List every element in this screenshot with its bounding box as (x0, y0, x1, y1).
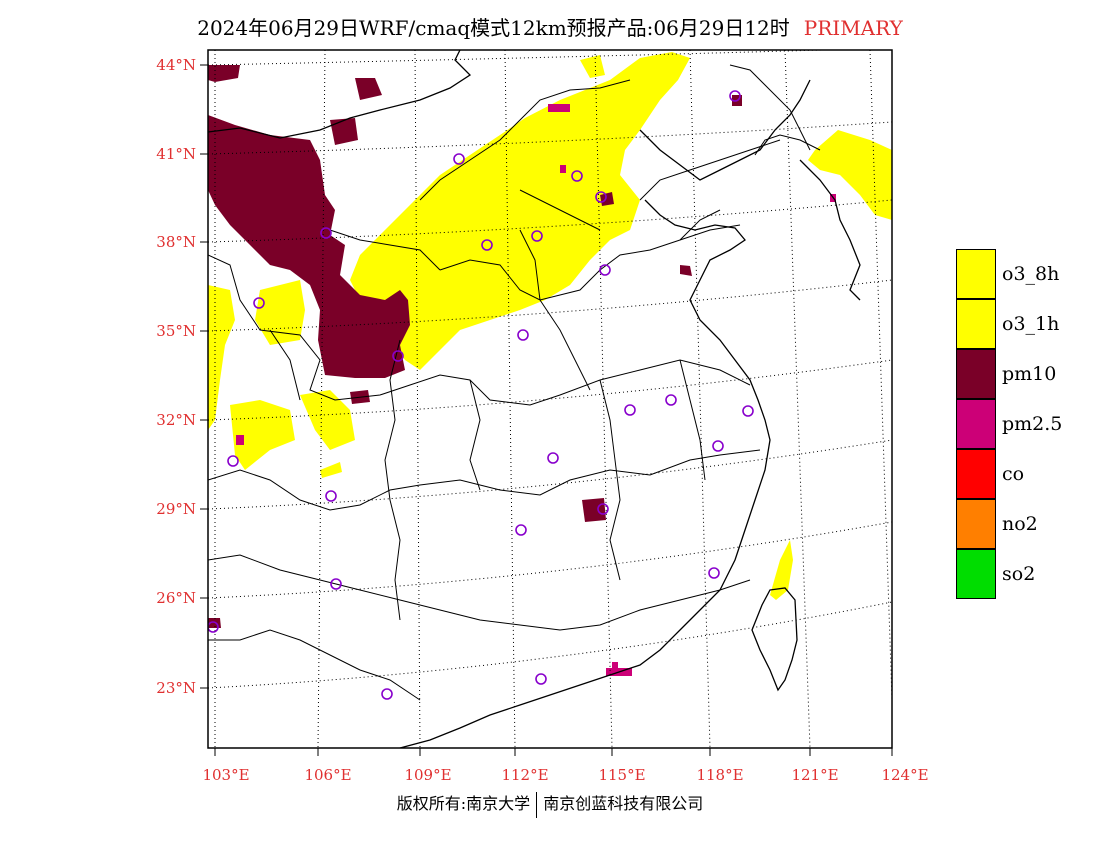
copyright-right: 南京创蓝科技有限公司 (543, 794, 704, 813)
pollutant-legend: o3_8h o3_1h pm10 pm2.5 co no2 so2 (956, 249, 1100, 599)
o3-region (208, 52, 892, 600)
lat-label: 35°N (156, 322, 196, 340)
legend-label: pm10 (1002, 363, 1057, 385)
legend-item: pm2.5 (956, 399, 1100, 449)
legend-swatch (956, 449, 996, 499)
footer-divider (536, 791, 538, 818)
lat-label: 26°N (156, 589, 196, 607)
lat-label: 32°N (156, 411, 196, 429)
graticule (208, 50, 892, 748)
province-borders (208, 64, 821, 701)
legend-label: no2 (1002, 513, 1038, 535)
lon-label: 115°E (598, 766, 645, 784)
legend-swatch (956, 399, 996, 449)
copyright-left: 版权所有:南京大学 (396, 794, 531, 813)
lon-label: 103°E (202, 766, 249, 784)
copyright-footer: 版权所有:南京大学 南京创蓝科技有限公司 (0, 790, 1100, 818)
city-markers (208, 90, 754, 700)
legend-item: so2 (956, 549, 1100, 599)
legend-item: no2 (956, 499, 1100, 549)
lat-label: 44°N (156, 56, 196, 74)
lon-label: 109°E (404, 766, 451, 784)
legend-swatch (956, 499, 996, 549)
legend-item: pm10 (956, 349, 1100, 399)
legend-item: o3_1h (956, 299, 1100, 349)
title-tag: PRIMARY (803, 16, 903, 40)
lon-label: 118°E (696, 766, 743, 784)
lat-label: 23°N (156, 679, 196, 697)
legend-label: co (1002, 463, 1025, 485)
legend-label: o3_1h (1002, 313, 1060, 335)
lon-label: 112°E (501, 766, 548, 784)
lat-label: 41°N (156, 145, 196, 163)
legend-swatch (956, 549, 996, 599)
lon-label: 124°E (881, 766, 928, 784)
legend-label: so2 (1002, 563, 1036, 585)
coastline (208, 50, 861, 748)
legend-item: o3_8h (956, 249, 1100, 299)
lat-label: 38°N (156, 233, 196, 251)
lat-label: 29°N (156, 500, 196, 518)
lon-label: 106°E (304, 766, 351, 784)
legend-swatch (956, 249, 996, 299)
legend-swatch (956, 299, 996, 349)
legend-item: co (956, 449, 1100, 499)
title-text: 2024年06月29日WRF/cmaq模式12km预报产品:06月29日12时 (197, 16, 790, 40)
lon-label: 121°E (791, 766, 838, 784)
map-title: 2024年06月29日WRF/cmaq模式12km预报产品:06月29日12时 P… (0, 12, 1100, 41)
legend-label: pm2.5 (1002, 413, 1063, 435)
legend-label: o3_8h (1002, 263, 1060, 285)
legend-swatch (956, 349, 996, 399)
